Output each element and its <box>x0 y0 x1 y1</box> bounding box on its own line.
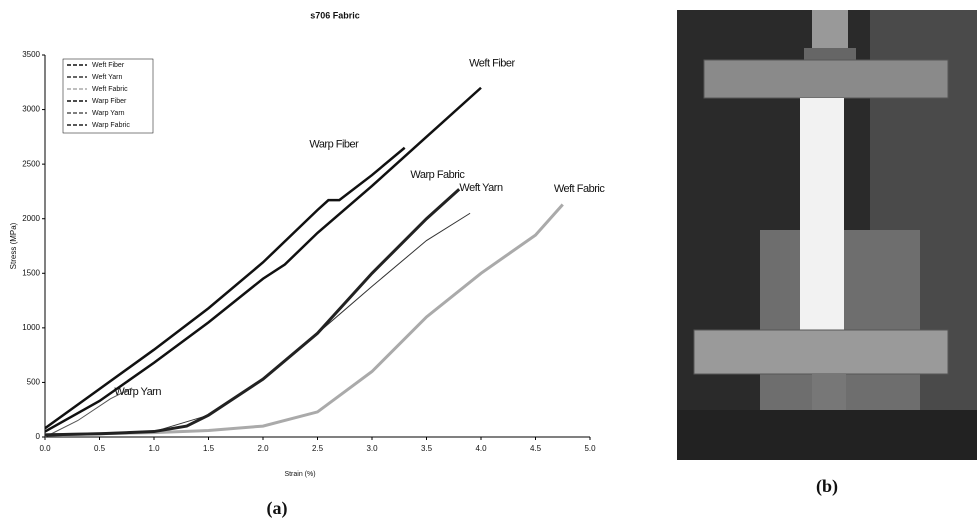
x-tick-label: 3.0 <box>366 444 378 453</box>
series-line <box>44 387 133 438</box>
annotation: Warp Yarn <box>114 386 161 398</box>
x-axis-label: Strain (%) <box>284 471 315 478</box>
x-tick-label: 2.0 <box>257 444 269 453</box>
annotation: Weft Fiber <box>469 58 515 70</box>
series-line <box>44 212 471 436</box>
y-axis-label: Stress (MPa) <box>9 222 18 269</box>
legend-label: Warp Fiber <box>92 98 127 105</box>
legend-box <box>62 58 154 134</box>
series-line <box>44 86 482 433</box>
x-tick-label: 5.0 <box>584 444 596 453</box>
x-tick-label: 1.0 <box>148 444 160 453</box>
caption: (b) <box>816 476 838 497</box>
annotation: Warp Fiber <box>309 138 359 150</box>
x-tick-label: 0.0 <box>39 444 51 453</box>
y-tick-label: 1500 <box>22 268 40 277</box>
x-tick-label: 4.0 <box>475 444 487 453</box>
legend-label: Warp Fabric <box>92 122 130 129</box>
series-line <box>44 203 564 437</box>
legend-label: Weft Fiber <box>92 62 125 69</box>
y-tick-label: 0 <box>36 432 41 441</box>
y-tick-label: 3500 <box>22 50 40 59</box>
y-tick-label: 3000 <box>22 105 40 114</box>
series-line <box>44 188 461 437</box>
y-tick-label: 2500 <box>22 159 40 168</box>
x-tick-label: 3.5 <box>421 444 433 453</box>
caption: (a) <box>267 498 288 519</box>
y-tick-label: 2000 <box>22 214 40 223</box>
x-tick-label: 1.5 <box>203 444 215 453</box>
legend-label: Weft Fabric <box>92 86 128 93</box>
chart-title: s706 Fabric <box>310 10 360 20</box>
legend-label: Warp Yarn <box>92 110 125 117</box>
annotation: Warp Fabric <box>410 169 465 181</box>
photo <box>677 10 977 460</box>
series-line <box>44 146 406 430</box>
x-tick-label: 0.5 <box>94 444 106 453</box>
x-tick-label: 4.5 <box>530 444 542 453</box>
y-tick-label: 500 <box>27 378 41 387</box>
x-tick-label: 2.5 <box>312 444 324 453</box>
y-tick-label: 1000 <box>22 323 40 332</box>
legend-label: Weft Yarn <box>92 74 122 81</box>
annotation: Weft Yarn <box>459 182 503 194</box>
annotation: Weft Fabric <box>554 183 606 195</box>
